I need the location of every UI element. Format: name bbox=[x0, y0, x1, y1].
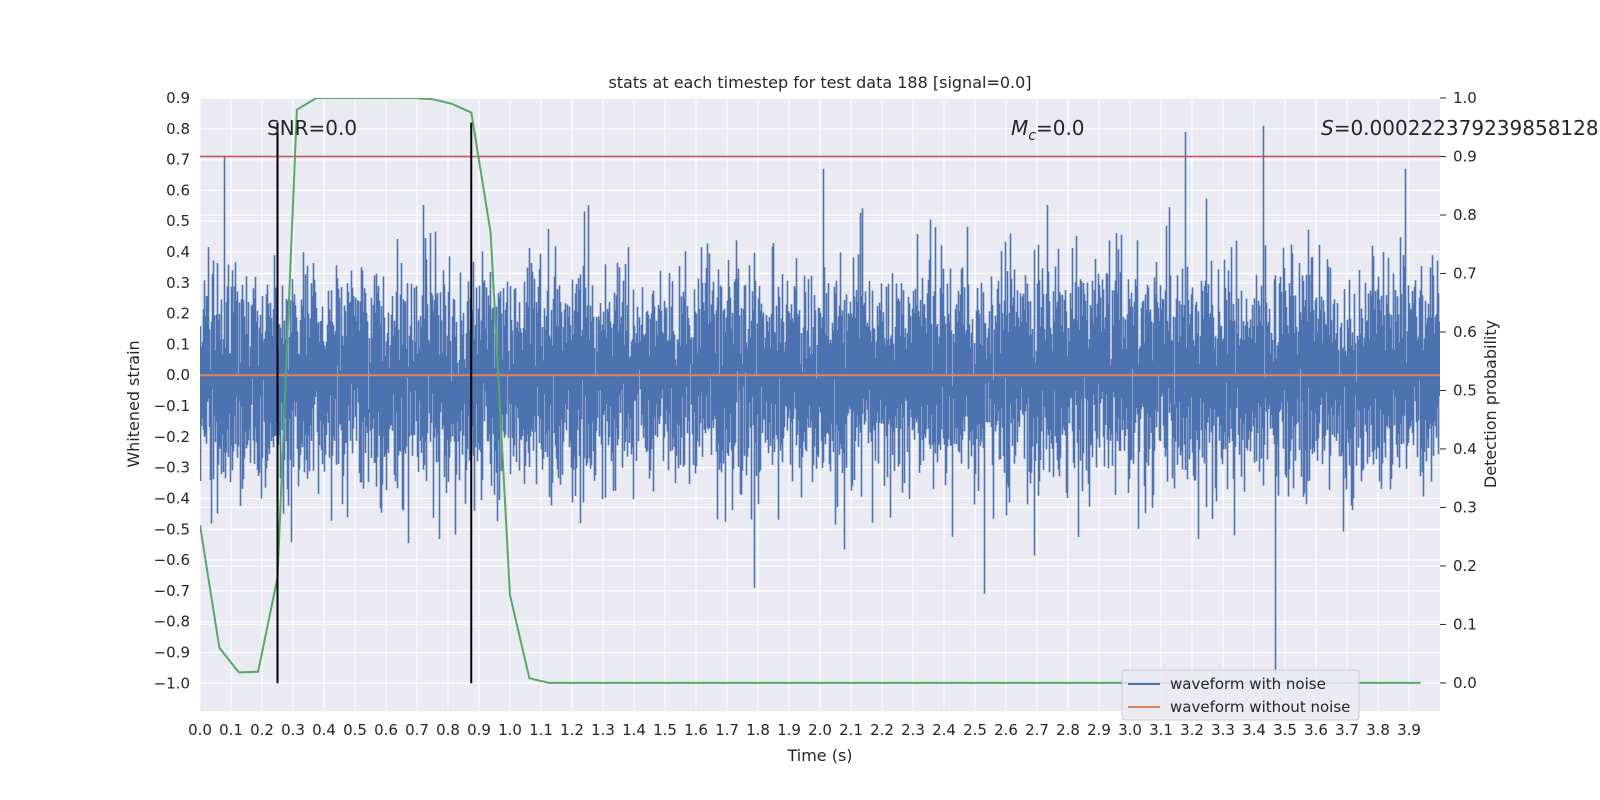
x-tick-label: 1.5 bbox=[653, 721, 677, 739]
y-tick-label: 0.9 bbox=[166, 89, 190, 107]
x-tick-label: 3.6 bbox=[1304, 721, 1328, 739]
y-tick-label: −0.4 bbox=[154, 489, 190, 507]
y-tick-label: 0.1 bbox=[166, 335, 190, 353]
x-tick-label: 1.0 bbox=[498, 721, 522, 739]
y-tick-label: −0.8 bbox=[154, 613, 190, 631]
y2-tick-label: 0.0 bbox=[1453, 674, 1477, 692]
y2-tick-label: 1.0 bbox=[1453, 89, 1477, 107]
x-tick-label: 0.9 bbox=[467, 721, 491, 739]
y2-axis-label: Detection probability bbox=[1481, 320, 1500, 488]
legend-label: waveform without noise bbox=[1170, 698, 1350, 716]
x-tick-label: 2.6 bbox=[994, 721, 1018, 739]
x-tick-label: 1.2 bbox=[560, 721, 584, 739]
annotations: SNR=0.0 Mc=0.0 S=0.000222379239858128 bbox=[267, 116, 1599, 684]
x-tick-label: 2.1 bbox=[839, 721, 863, 739]
x-tick-label: 0.0 bbox=[188, 721, 212, 739]
x-axis-label: Time (s) bbox=[786, 746, 852, 765]
x-tick-label: 0.5 bbox=[343, 721, 367, 739]
y-tick-label: −0.1 bbox=[154, 397, 190, 415]
legend: waveform with noise waveform without nois… bbox=[1121, 669, 1360, 721]
series-lines-layer bbox=[200, 98, 1440, 684]
x-tick-label: 3.8 bbox=[1366, 721, 1390, 739]
x-tick-label: 2.9 bbox=[1087, 721, 1111, 739]
legend-box bbox=[1121, 669, 1360, 721]
y-tick-label: −0.6 bbox=[154, 551, 190, 569]
y2-tick-label: 0.2 bbox=[1453, 557, 1477, 575]
annotation-text: S=0.000222379239858128 bbox=[1321, 116, 1599, 140]
x-tick-label: 3.3 bbox=[1211, 721, 1235, 739]
annotation-text: Mc=0.0 bbox=[1011, 116, 1085, 144]
x-tick-label: 0.3 bbox=[281, 721, 305, 739]
x-tick-label: 2.3 bbox=[901, 721, 925, 739]
y-tick-label: 0.2 bbox=[166, 305, 190, 323]
x-tick-label: 2.7 bbox=[1025, 721, 1049, 739]
y-tick-label: 0.8 bbox=[166, 120, 190, 138]
y2-tick-label: 0.4 bbox=[1453, 440, 1477, 458]
series-detection-probability bbox=[200, 98, 1421, 684]
x-tick-label: 2.2 bbox=[870, 721, 894, 739]
tick-labels: 0.0 0.1 0.2 0.3 0.4 0.5 0.6 0.7 0.8 0.9 1.0 1.1 1.2 1… bbox=[154, 89, 1477, 739]
x-tick-label: 3.5 bbox=[1273, 721, 1297, 739]
y2-tick-label: 0.5 bbox=[1453, 381, 1477, 399]
x-tick-label: 0.4 bbox=[312, 721, 336, 739]
x-tick-label: 0.7 bbox=[405, 721, 429, 739]
x-tick-label: 0.1 bbox=[219, 721, 243, 739]
y-tick-label: −0.5 bbox=[154, 520, 190, 538]
x-tick-label: 2.8 bbox=[1056, 721, 1080, 739]
x-tick-label: 2.0 bbox=[808, 721, 832, 739]
y-tick-label: −0.3 bbox=[154, 459, 190, 477]
y-tick-label: −0.7 bbox=[154, 582, 190, 600]
x-tick-label: 3.9 bbox=[1397, 721, 1421, 739]
x-tick-label: 3.0 bbox=[1118, 721, 1142, 739]
y2-tick-label: 0.6 bbox=[1453, 323, 1477, 341]
x-tick-label: 3.7 bbox=[1335, 721, 1359, 739]
chart-title: stats at each timestep for test data 188… bbox=[608, 73, 1031, 92]
x-tick-label: 0.2 bbox=[250, 721, 274, 739]
x-tick-label: 2.4 bbox=[932, 721, 956, 739]
x-tick-label: 3.2 bbox=[1180, 721, 1204, 739]
x-tick-label: 1.8 bbox=[746, 721, 770, 739]
y-tick-label: 0.4 bbox=[166, 243, 190, 261]
y-tick-label: −0.9 bbox=[154, 643, 190, 661]
y-tick-label: 0.3 bbox=[166, 274, 190, 292]
y2-tick-label: 0.7 bbox=[1453, 264, 1477, 282]
series-waveform-with-noise bbox=[200, 125, 1440, 674]
y-tick-label: 0.5 bbox=[166, 212, 190, 230]
annotation-text: SNR=0.0 bbox=[267, 116, 357, 140]
y-tick-label: 0.7 bbox=[166, 151, 190, 169]
y2-tick-label: 0.8 bbox=[1453, 206, 1477, 224]
x-tick-label: 1.3 bbox=[591, 721, 615, 739]
x-tick-label: 0.6 bbox=[374, 721, 398, 739]
y-axis-label: Whitened strain bbox=[124, 340, 143, 467]
legend-label: waveform with noise bbox=[1170, 675, 1326, 693]
y-tick-label: 0.6 bbox=[166, 181, 190, 199]
x-tick-label: 1.6 bbox=[684, 721, 708, 739]
x-tick-label: 3.4 bbox=[1242, 721, 1266, 739]
y2-tick-label: 0.3 bbox=[1453, 498, 1477, 516]
x-tick-label: 1.9 bbox=[777, 721, 801, 739]
y2-tick-label: 0.1 bbox=[1453, 615, 1477, 633]
x-tick-label: 1.7 bbox=[715, 721, 739, 739]
y-tick-label: 0.0 bbox=[166, 366, 190, 384]
x-tick-label: 1.1 bbox=[529, 721, 553, 739]
noise-waveform-layer bbox=[200, 125, 1440, 674]
y2-tick-label: 0.9 bbox=[1453, 147, 1477, 165]
x-tick-label: 3.1 bbox=[1149, 721, 1173, 739]
y-tick-label: −0.2 bbox=[154, 428, 190, 446]
x-tick-label: 1.4 bbox=[622, 721, 646, 739]
x-tick-label: 2.5 bbox=[963, 721, 987, 739]
x-tick-label: 0.8 bbox=[436, 721, 460, 739]
y-tick-label: −1.0 bbox=[154, 674, 190, 692]
